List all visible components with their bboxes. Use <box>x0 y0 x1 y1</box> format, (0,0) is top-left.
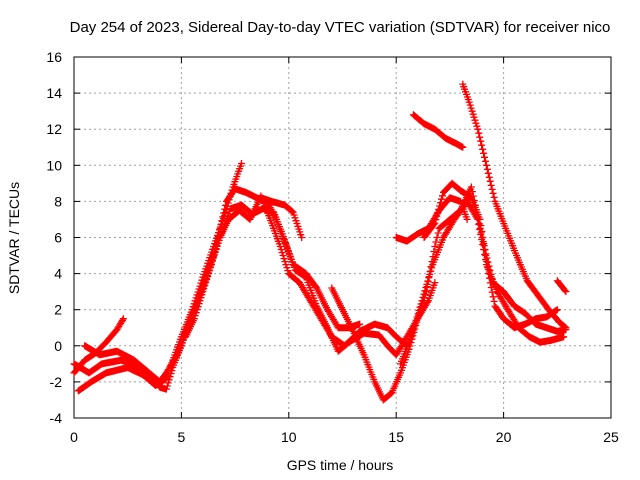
x-tick-label: 10 <box>281 429 297 445</box>
series-track-9 <box>397 197 568 368</box>
y-tick-labels: -4 -2 0 2 4 6 8 10 12 14 16 <box>46 49 62 426</box>
y-tick-label: 12 <box>46 121 62 137</box>
series-track-5 <box>182 185 439 359</box>
y-tick-label: 6 <box>54 230 62 246</box>
y-tick-label: -2 <box>50 374 63 390</box>
y-tick-label: 2 <box>54 302 62 318</box>
y-tick-label: 10 <box>46 157 62 173</box>
data-point-markers <box>257 194 306 241</box>
series-track-4 <box>81 192 411 386</box>
y-tick-label: 4 <box>54 266 62 282</box>
data-point-markers <box>182 185 439 359</box>
ticks <box>73 56 612 419</box>
series-track-12 <box>459 80 570 332</box>
x-tick-label: 5 <box>178 429 186 445</box>
y-tick-label: 0 <box>54 338 62 354</box>
x-tick-label: 25 <box>603 429 619 445</box>
series-track-11 <box>409 111 467 151</box>
y-tick-label: 8 <box>54 193 62 209</box>
y-axis-label: SDTVAR / TECUs <box>6 182 22 294</box>
data-point-markers <box>397 197 568 368</box>
data-point-markers <box>409 111 467 151</box>
chart-title: Day 254 of 2023, Sidereal Day-to-day VTE… <box>70 19 611 36</box>
grid <box>74 57 611 418</box>
data-point-markers <box>74 160 245 395</box>
x-tick-label: 15 <box>388 429 404 445</box>
data-point-markers <box>420 179 561 332</box>
series-track-7 <box>328 183 570 404</box>
data-point-markers <box>328 183 570 404</box>
data-point-markers <box>81 192 411 386</box>
x-tick-label: 0 <box>70 429 78 445</box>
x-tick-label: 20 <box>496 429 512 445</box>
data-point-markers <box>459 80 570 332</box>
x-tick-labels: 0 5 10 15 20 25 <box>70 429 619 445</box>
series-track-2 <box>74 160 245 395</box>
data-marks <box>70 80 570 404</box>
series-track-10 <box>420 179 561 332</box>
data-point-markers <box>553 277 570 296</box>
series-track-13 <box>553 277 570 296</box>
y-tick-label: -4 <box>50 410 63 426</box>
y-tick-label: 14 <box>46 85 62 101</box>
x-axis-label: GPS time / hours <box>287 457 394 473</box>
y-tick-label: 16 <box>46 49 62 65</box>
series-track-6 <box>257 194 306 241</box>
